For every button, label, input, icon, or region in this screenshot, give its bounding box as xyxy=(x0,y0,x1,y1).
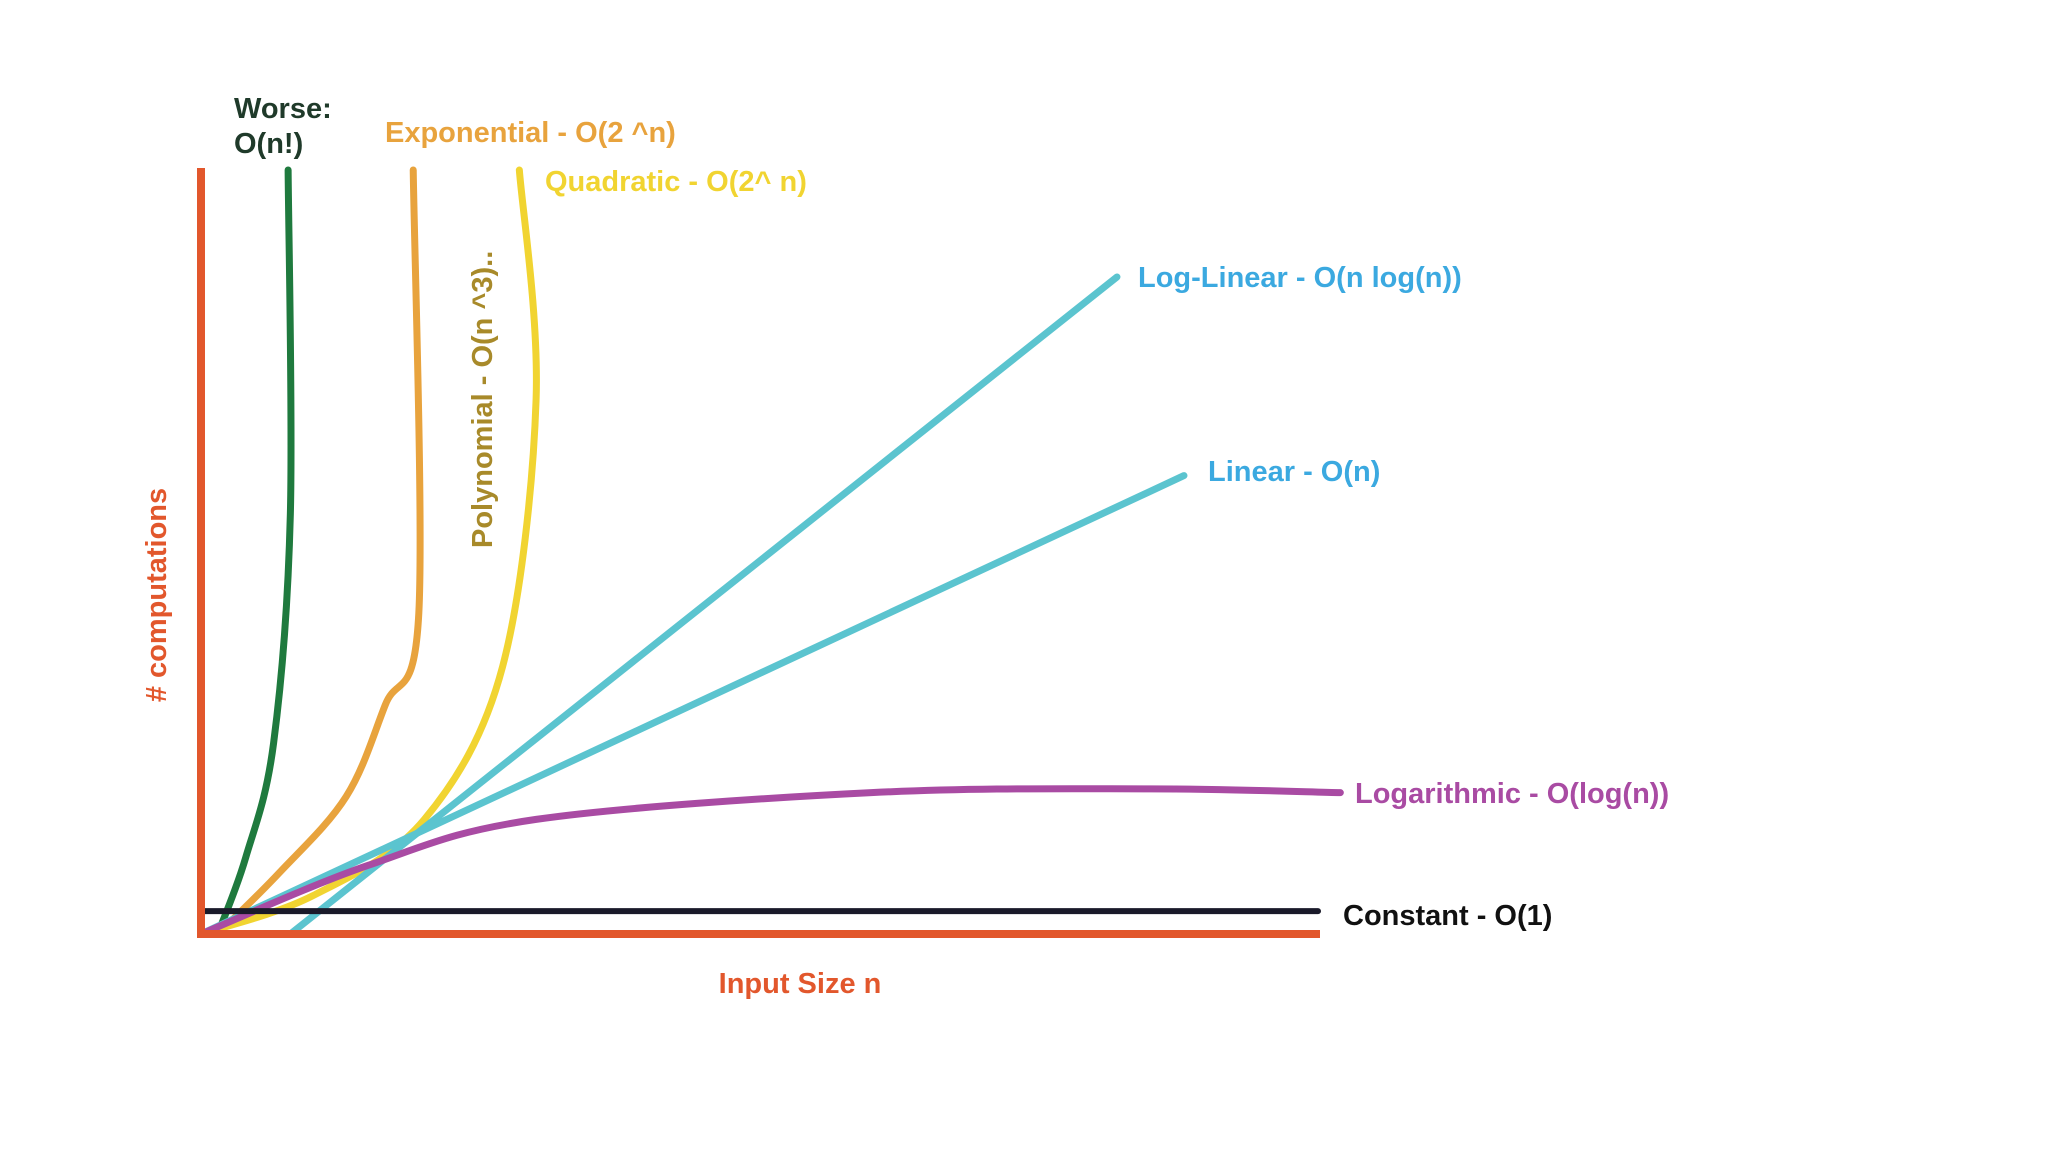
series-line-exponential xyxy=(214,166,424,938)
series-label-constant: Constant - O(1) xyxy=(1343,900,1552,932)
series-label-exponential: Exponential - O(2 ^n) xyxy=(385,117,676,149)
series-line-logarithmic xyxy=(197,785,1344,938)
series-label-factorial-line2: O(n!) xyxy=(234,128,303,160)
x-axis-label: Input Size n xyxy=(719,968,882,1000)
series-line-quadratic xyxy=(197,166,540,938)
series-label-factorial-line1: Worse: xyxy=(234,93,332,125)
series-label-quadratic: Quadratic - O(2^ n) xyxy=(545,166,807,198)
series-label-loglinear: Log-Linear - O(n log(n)) xyxy=(1138,262,1462,294)
curves-group xyxy=(197,166,1344,938)
series-line-linear xyxy=(197,472,1188,938)
series-label-polynomial: Polynomial - O(n ^3).. xyxy=(467,251,499,548)
y-axis-label: # computations xyxy=(141,488,173,702)
series-line-factorial xyxy=(214,166,295,938)
series-label-linear: Linear - O(n) xyxy=(1208,456,1380,488)
series-label-logarithmic: Logarithmic - O(log(n)) xyxy=(1355,778,1669,810)
